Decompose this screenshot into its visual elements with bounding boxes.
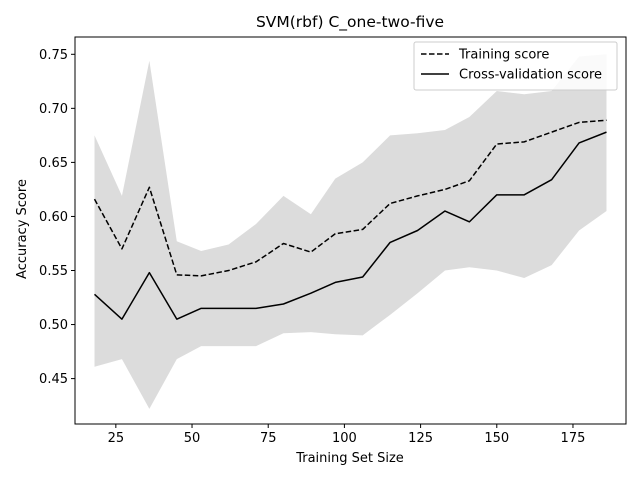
y-axis-label: Accuracy Score bbox=[15, 179, 30, 279]
axes: 25 50 75 100 125 150 175 0.45 0.50 0.55 0.60 0.65 0.… bbox=[39, 36, 627, 446]
x-tick-label: 175 bbox=[561, 431, 586, 446]
legend: Training score Cross-validation score bbox=[413, 41, 618, 91]
legend-box bbox=[413, 41, 618, 91]
legend-cv-label: Cross-validation score bbox=[459, 68, 602, 83]
plot-area bbox=[93, 54, 607, 409]
x-tick-label: 25 bbox=[108, 431, 125, 446]
x-tick-label: 125 bbox=[408, 431, 433, 446]
legend-training-label: Training score bbox=[458, 48, 549, 63]
x-tick-label: 100 bbox=[332, 431, 357, 446]
y-tick-label: 0.75 bbox=[39, 48, 68, 63]
y-tick-label: 0.70 bbox=[39, 102, 68, 117]
y-tick-label: 0.50 bbox=[39, 318, 68, 333]
y-tick-label: 0.45 bbox=[39, 372, 68, 387]
chart-title: SVM(rbf) C_one-two-five bbox=[256, 13, 444, 32]
y-tick-label: 0.60 bbox=[39, 210, 68, 225]
x-tick-label: 75 bbox=[260, 431, 277, 446]
axes-frame bbox=[74, 36, 627, 425]
training-score-line bbox=[93, 119, 607, 277]
y-tick-label: 0.65 bbox=[39, 156, 68, 171]
x-axis-label: Training Set Size bbox=[295, 451, 404, 466]
x-tick-label: 50 bbox=[184, 431, 201, 446]
x-tick-label: 150 bbox=[484, 431, 509, 446]
y-tick-label: 0.55 bbox=[39, 264, 68, 279]
cross-validation-score-line bbox=[93, 131, 607, 320]
